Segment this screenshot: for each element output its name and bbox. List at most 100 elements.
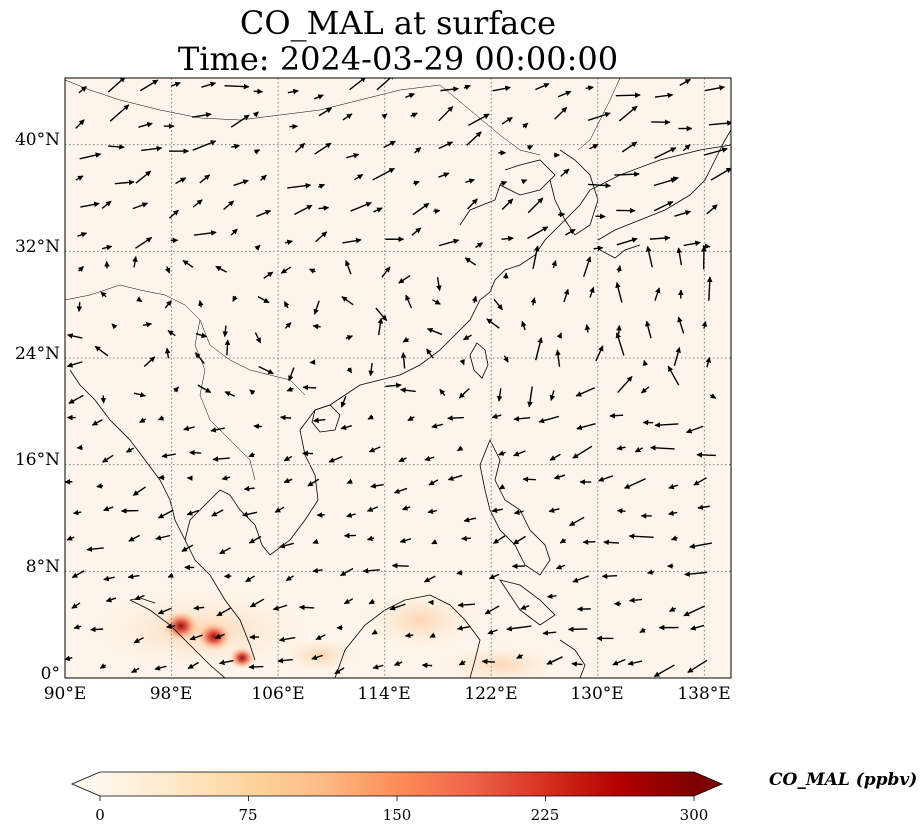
wind-arrow xyxy=(219,547,231,555)
wind-arrow xyxy=(248,535,262,544)
wind-arrow xyxy=(142,321,152,328)
wind-arrow xyxy=(679,78,691,86)
wind-arrow xyxy=(398,274,411,284)
wind-arrow xyxy=(535,83,550,91)
wind-arrow xyxy=(601,573,618,579)
wind-arrow xyxy=(230,114,250,128)
wind-arrow xyxy=(438,172,450,178)
wind-arrow xyxy=(216,607,231,617)
wind-arrow xyxy=(210,427,225,433)
wind-arrow xyxy=(77,232,88,238)
wind-arrow xyxy=(555,349,561,367)
wind-arrow xyxy=(215,265,227,273)
wind-arrow xyxy=(683,605,706,617)
colorbar-label: CO_MAL (ppbv) xyxy=(769,770,918,790)
wind-arrow xyxy=(393,487,408,494)
wind-arrow xyxy=(279,542,294,549)
wind-arrow xyxy=(530,297,537,306)
colorbar-extend-low xyxy=(72,772,100,796)
wind-arrow xyxy=(157,415,165,421)
wind-arrow xyxy=(559,537,567,544)
wind-arrow xyxy=(248,452,255,458)
wind-arrow xyxy=(249,389,256,396)
wind-arrow xyxy=(683,240,701,247)
wind-arrow xyxy=(66,361,83,368)
wind-arrow xyxy=(189,634,203,641)
wind-arrow xyxy=(272,604,288,611)
wind-arrow xyxy=(503,355,509,363)
wind-arrow xyxy=(346,478,353,484)
wind-arrow xyxy=(214,633,225,639)
wind-arrow xyxy=(198,300,204,308)
wind-arrow xyxy=(589,143,599,150)
wind-arrow xyxy=(138,122,153,128)
wind-arrow xyxy=(132,486,146,497)
wind-arrow xyxy=(103,575,115,582)
wind-arrow xyxy=(367,414,374,420)
wind-arrow xyxy=(350,201,372,212)
wind-arrow xyxy=(80,201,100,208)
wind-arrow xyxy=(230,228,238,236)
wind-arrow xyxy=(475,242,484,249)
wind-arrow xyxy=(90,626,104,633)
wind-arrow xyxy=(705,356,711,368)
wind-arrow xyxy=(278,636,296,643)
wind-arrow xyxy=(522,476,536,483)
wind-arrow xyxy=(628,533,654,540)
wind-arrow xyxy=(286,386,294,392)
wind-arrow xyxy=(164,266,171,274)
wind-arrow xyxy=(689,542,712,549)
wind-arrow xyxy=(687,659,708,674)
wind-arrow xyxy=(283,301,290,309)
wind-arrow xyxy=(654,92,674,99)
wind-arrow xyxy=(439,388,446,396)
wind-arrow xyxy=(690,624,705,631)
wind-arrow xyxy=(307,478,320,487)
wind-arrow xyxy=(697,504,710,511)
wind-arrow xyxy=(646,569,655,575)
wind-arrow xyxy=(368,446,381,453)
wind-arrow xyxy=(315,634,326,641)
wind-arrow xyxy=(167,572,174,578)
wind-arrow xyxy=(542,630,557,636)
wind-arrow xyxy=(371,629,378,635)
wind-arrow xyxy=(100,291,107,298)
wind-arrow xyxy=(377,317,384,336)
wind-arrow xyxy=(438,141,454,150)
wind-arrow xyxy=(438,238,460,247)
wind-arrow xyxy=(667,365,680,386)
wind-arrow xyxy=(76,302,83,312)
wind-arrow xyxy=(294,204,313,216)
wind-arrow xyxy=(389,603,406,611)
wind-arrow xyxy=(617,375,633,393)
wind-arrow xyxy=(135,170,152,184)
wind-arrow xyxy=(334,667,345,675)
wind-arrow xyxy=(231,143,240,150)
wind-arrow xyxy=(706,204,718,215)
wind-arrow xyxy=(372,664,384,670)
wind-arrow xyxy=(345,335,353,341)
wind-arrow xyxy=(556,332,563,339)
wind-arrow xyxy=(136,296,143,303)
wind-arrow xyxy=(253,88,264,95)
wind-arrow xyxy=(527,386,533,408)
wind-arrow xyxy=(520,604,530,610)
wind-arrow xyxy=(423,575,436,583)
wind-arrow xyxy=(134,236,153,249)
wind-arrow xyxy=(426,348,434,359)
wind-arrow xyxy=(548,507,560,513)
wind-arrow xyxy=(447,474,463,481)
wind-arrow xyxy=(86,546,104,552)
wind-arrow xyxy=(375,307,388,322)
wind-arrow xyxy=(458,388,470,399)
colorbar xyxy=(70,771,724,801)
wind-arrow xyxy=(212,456,230,462)
wind-arrow xyxy=(414,146,422,154)
wind-arrow xyxy=(287,182,312,189)
wind-arrow xyxy=(669,606,676,613)
wind-arrow xyxy=(222,325,229,338)
colorbar-tick-label: 150 xyxy=(382,806,412,824)
wind-arrow xyxy=(615,332,625,356)
wind-arrow xyxy=(187,661,200,670)
wind-arrow xyxy=(645,320,652,339)
